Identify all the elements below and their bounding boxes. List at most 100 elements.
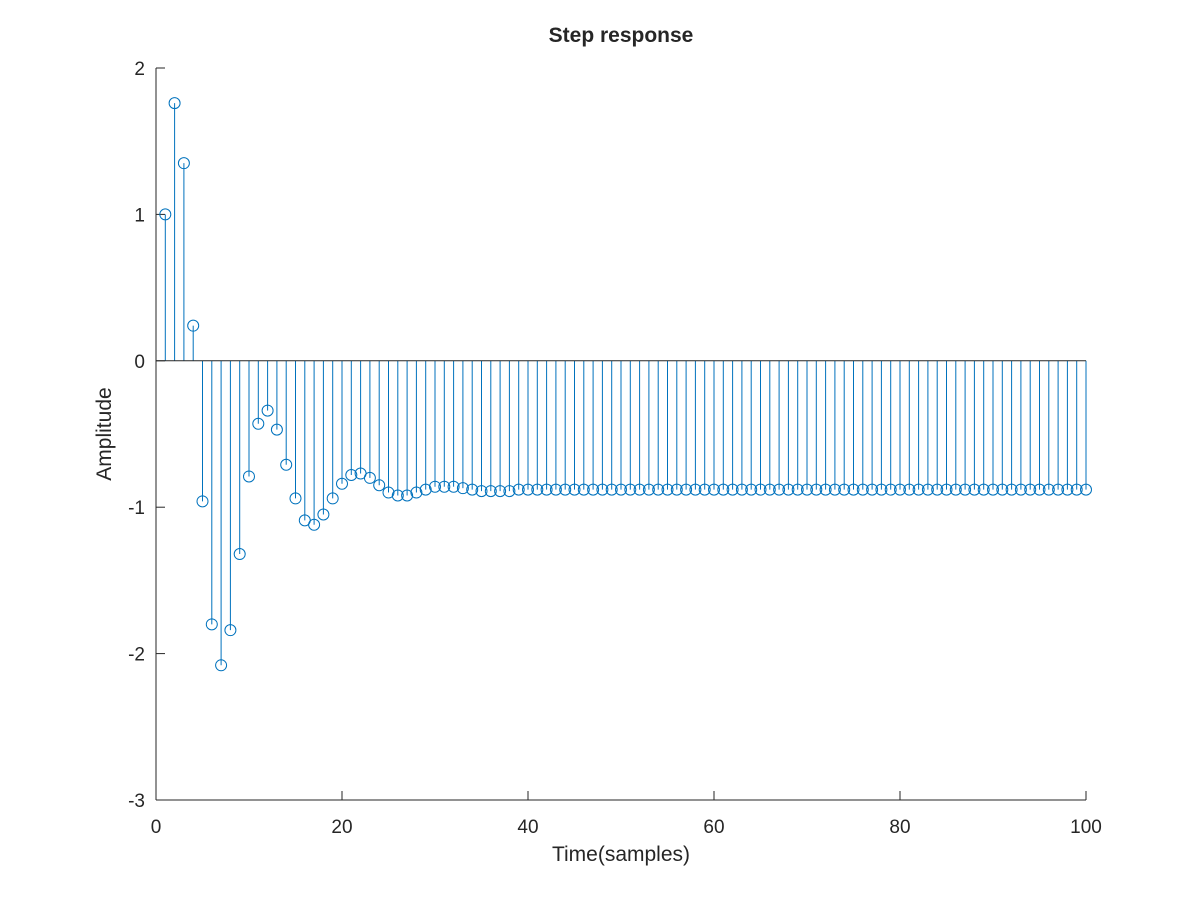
stem-marker — [615, 483, 627, 496]
stem-marker — [261, 404, 274, 417]
x-tick-label: 80 — [889, 817, 910, 838]
stem-marker — [1042, 483, 1055, 496]
stem-marker — [475, 485, 488, 498]
stem-marker — [698, 483, 711, 496]
stem-marker — [1005, 483, 1018, 496]
stem-marker — [670, 483, 683, 496]
y-tick-label: -2 — [128, 645, 145, 666]
stem-marker — [391, 489, 404, 502]
stem-marker — [205, 618, 218, 631]
stem-marker — [763, 483, 776, 496]
stem-marker — [215, 659, 228, 672]
y-tick-label: -3 — [128, 791, 145, 812]
stem-marker — [410, 486, 423, 499]
stem-marker — [243, 470, 255, 483]
stem-marker — [828, 483, 841, 496]
stem-marker — [419, 483, 432, 496]
stem-marker — [633, 483, 646, 496]
stem-marker — [401, 489, 414, 502]
y-tick-label: 2 — [134, 59, 145, 80]
stem-marker — [345, 468, 358, 481]
stem-marker — [382, 486, 395, 499]
stem-marker — [754, 483, 767, 496]
stem-marker — [931, 483, 944, 496]
x-axis-label: Time(samples) — [552, 843, 690, 866]
x-tick-label: 60 — [703, 817, 724, 838]
stem-marker — [810, 483, 823, 496]
y-axis-label: Amplitude — [93, 387, 116, 480]
stem-marker — [252, 417, 265, 430]
stem-marker — [708, 483, 720, 496]
chart-title: Step response — [549, 24, 694, 47]
stem-marker — [940, 483, 953, 496]
stem-marker — [373, 479, 386, 492]
stem-marker — [429, 480, 441, 493]
stem-marker — [996, 483, 1009, 496]
stem-marker — [856, 483, 869, 496]
stem-marker — [745, 483, 758, 496]
stem-marker — [568, 483, 581, 496]
stem-marker — [503, 485, 516, 498]
stem-marker — [894, 483, 906, 496]
stem-marker — [652, 483, 665, 496]
stem-marker — [1024, 483, 1037, 496]
stem-marker — [531, 483, 544, 496]
stem-marker — [912, 483, 925, 496]
stem-marker — [791, 483, 804, 496]
stem-marker — [838, 483, 851, 496]
stem-marker — [680, 483, 693, 496]
stem-marker — [224, 624, 237, 637]
x-tick-label: 20 — [331, 817, 352, 838]
stem-marker — [1033, 483, 1046, 496]
stem-marker — [540, 483, 553, 496]
stem-marker — [624, 483, 637, 496]
stem-marker — [987, 483, 999, 496]
x-tick-label: 100 — [1070, 817, 1102, 838]
y-tick-label: -1 — [128, 498, 145, 519]
stem-marker — [270, 423, 283, 436]
stem-marker — [642, 483, 655, 496]
stem-marker — [336, 477, 348, 490]
stem-marker — [903, 483, 916, 496]
stem-marker — [326, 492, 339, 505]
stem-marker — [959, 483, 972, 496]
stem-marker — [773, 483, 786, 496]
stem-marker — [1052, 483, 1065, 496]
x-tick-label: 40 — [517, 817, 538, 838]
stem-marker — [1080, 483, 1092, 496]
stem-marker — [726, 483, 739, 496]
stem-marker — [968, 483, 981, 496]
y-tick-label: 1 — [134, 205, 145, 226]
stem-marker — [577, 483, 590, 496]
stem-marker — [317, 508, 330, 521]
stem-marker — [689, 483, 702, 496]
stem-marker — [559, 483, 572, 496]
stem-marker — [159, 208, 172, 221]
stem-marker — [484, 485, 497, 498]
stem-marker — [1070, 483, 1083, 496]
stem-marker — [587, 483, 600, 496]
stem-marker — [447, 480, 460, 493]
stem-marker — [168, 97, 181, 110]
stem-marker — [596, 483, 609, 496]
stem-marker — [233, 548, 246, 561]
stem-marker — [512, 483, 525, 496]
stem-marker — [177, 157, 190, 170]
stem-marker — [782, 483, 795, 496]
stem-marker — [308, 518, 321, 531]
stem-marker — [866, 483, 879, 496]
stem-marker — [187, 319, 200, 332]
stem-marker — [949, 483, 962, 496]
stem-marker — [1061, 483, 1074, 496]
stem-marker — [977, 483, 990, 496]
stem-marker — [801, 483, 813, 496]
stem-marker — [1014, 483, 1027, 496]
stem-marker — [549, 483, 562, 496]
stem-marker — [196, 495, 209, 508]
plot-area: 0 20 40 60 80 100 -3 -2 -1 0 1 2 — [128, 59, 1102, 838]
stem-marker — [522, 483, 534, 496]
stem-marker — [280, 458, 293, 471]
stem-marker — [847, 483, 860, 496]
